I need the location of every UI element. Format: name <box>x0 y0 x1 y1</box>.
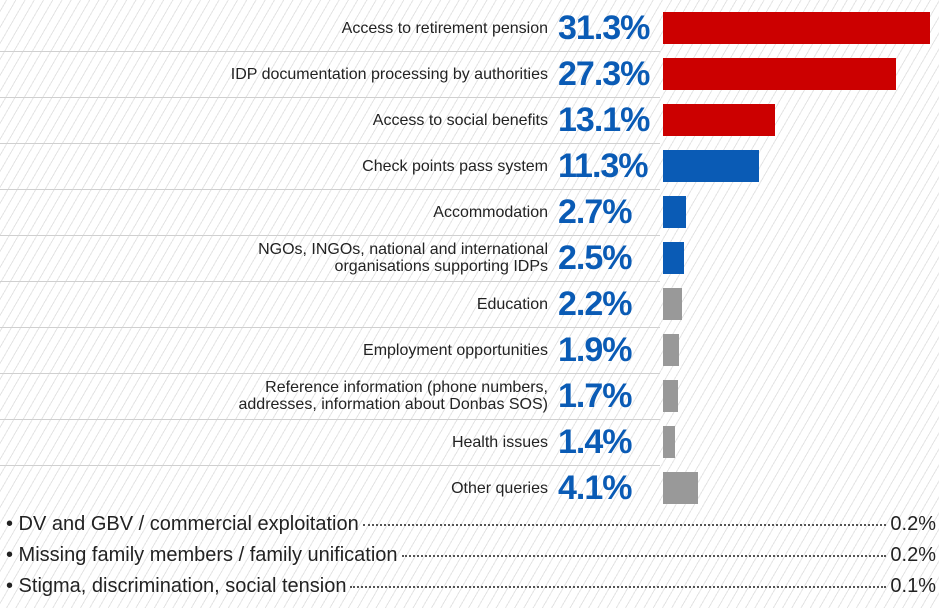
value-label: 1.4% <box>558 423 632 461</box>
bar-row: Reference information (phone numbers, ad… <box>0 373 939 419</box>
bar-row: Access to social benefits 13.1% <box>0 97 939 143</box>
leader-dots <box>350 586 887 588</box>
category-label: Health issues <box>451 433 548 451</box>
item-value: 0.2% <box>890 513 936 535</box>
leader-dots <box>401 555 887 557</box>
category-label: Employment opportunities <box>363 341 548 359</box>
row-separator <box>0 97 660 98</box>
value-label: 11.3% <box>558 147 649 185</box>
item-value: 0.1% <box>890 575 936 597</box>
value-label: 1.9% <box>558 331 632 369</box>
row-separator <box>0 235 660 236</box>
leader-dots <box>362 524 887 526</box>
row-separator <box>0 419 660 420</box>
bar <box>663 196 687 228</box>
category-label: IDP documentation processing by authorit… <box>230 65 548 83</box>
item-value: 0.2% <box>890 544 936 566</box>
category-label: Reference information (phone numbers, ad… <box>238 379 549 413</box>
bar <box>663 380 678 412</box>
row-separator <box>0 189 660 190</box>
list-item: • Missing family members / family unific… <box>6 544 936 572</box>
category-label: Other queries <box>451 479 548 497</box>
value-label: 2.5% <box>558 239 632 277</box>
bar-row: Access to retirement pension 31.3% <box>0 5 939 51</box>
item-label: • Missing family members / family unific… <box>6 544 398 566</box>
value-label: 27.3% <box>558 55 650 93</box>
bar <box>663 426 675 458</box>
category-label: Check points pass system <box>362 157 548 175</box>
row-separator <box>0 465 660 466</box>
bar-row: Health issues 1.4% <box>0 419 939 465</box>
bar-row: IDP documentation processing by authorit… <box>0 51 939 97</box>
category-label: Access to social benefits <box>372 111 548 129</box>
bar-row: Employment opportunities 1.9% <box>0 327 939 373</box>
value-label: 2.2% <box>558 285 632 323</box>
value-label: 4.1% <box>558 469 632 507</box>
row-separator <box>0 327 660 328</box>
row-separator <box>0 143 660 144</box>
list-item: • Stigma, discrimination, social tension… <box>6 575 936 603</box>
row-separator <box>0 51 660 52</box>
row-separator <box>0 373 660 374</box>
bar-row: Education 2.2% <box>0 281 939 327</box>
bar <box>663 58 896 90</box>
category-label: Education <box>476 295 548 313</box>
value-label: 1.7% <box>558 377 632 415</box>
bar <box>663 472 698 504</box>
bar <box>663 334 680 366</box>
bar-row: NGOs, INGOs, national and international … <box>0 235 939 281</box>
bar-row: Other queries 4.1% <box>0 465 939 511</box>
value-label: 31.3% <box>558 9 650 47</box>
list-item: • DV and GBV / commercial exploitation 0.… <box>6 513 936 541</box>
item-label: • DV and GBV / commercial exploitation <box>6 513 359 535</box>
bar-row: Accommodation 2.7% <box>0 189 939 235</box>
value-label: 2.7% <box>558 193 632 231</box>
category-label: Accommodation <box>433 203 548 221</box>
category-label: Access to retirement pension <box>341 19 548 37</box>
bar <box>663 288 682 320</box>
row-separator <box>0 281 660 282</box>
bar <box>663 12 930 44</box>
bar <box>663 150 760 182</box>
category-label: NGOs, INGOs, national and international … <box>258 241 548 275</box>
value-label: 13.1% <box>558 101 650 139</box>
item-label: • Stigma, discrimination, social tension <box>6 575 347 597</box>
bar <box>663 242 685 274</box>
bar-row: Check points pass system 11.3% <box>0 143 939 189</box>
bar <box>663 104 775 136</box>
